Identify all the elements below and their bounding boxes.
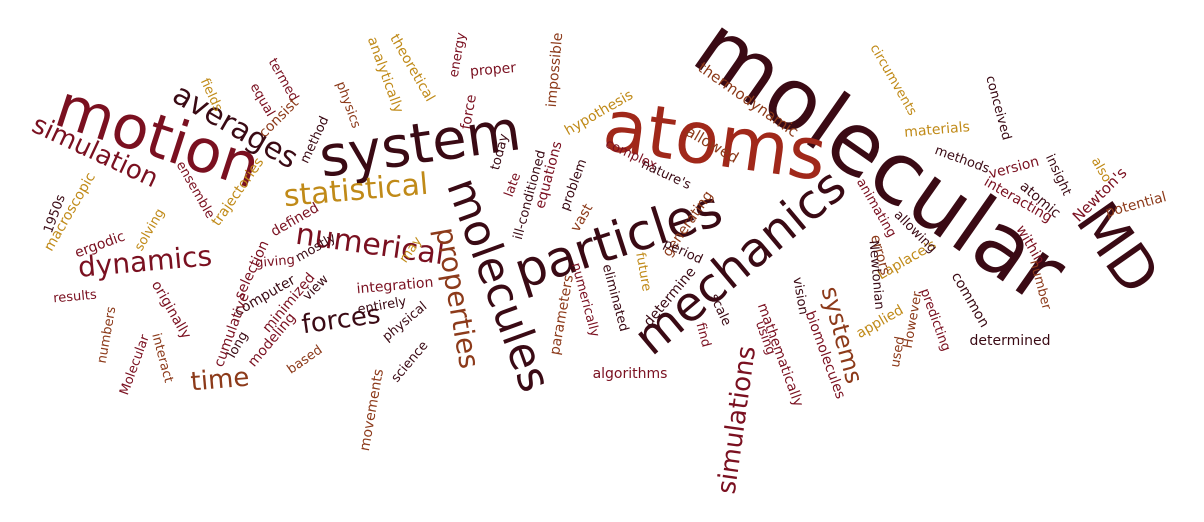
word-time: time <box>189 362 251 398</box>
word-conceived: conceived <box>982 74 1014 142</box>
word-termed: termed <box>264 55 302 105</box>
word-science: science <box>388 338 432 386</box>
word-molecular: Molecular <box>117 332 153 398</box>
word-movements: movements <box>356 367 388 453</box>
word-materials: materials <box>903 119 971 141</box>
word-simulations: simulations <box>711 344 763 496</box>
word-integration: integration <box>355 274 435 298</box>
word-used: used <box>887 335 909 369</box>
word-results: results <box>52 287 98 307</box>
word-numbers: numbers <box>94 305 120 365</box>
word-impossible: impossible <box>543 32 567 108</box>
word-proper: proper <box>469 60 517 80</box>
word-giving: giving <box>254 252 296 272</box>
word-late: late <box>501 170 525 200</box>
word-based: based <box>284 342 326 378</box>
word-originally: originally <box>147 278 195 342</box>
word-eliminated: eliminated <box>598 262 632 334</box>
word-determined: determined <box>969 333 1051 349</box>
word-entirely: entirely <box>356 294 408 318</box>
word-vision: vision <box>789 276 811 316</box>
word-find: find <box>692 321 714 349</box>
word-also: also <box>1087 154 1115 186</box>
word-energy: energy <box>446 31 470 79</box>
word-interact: interact <box>148 331 176 385</box>
word-insight: insight <box>1041 151 1075 199</box>
word-algorithms: algorithms <box>592 366 668 382</box>
